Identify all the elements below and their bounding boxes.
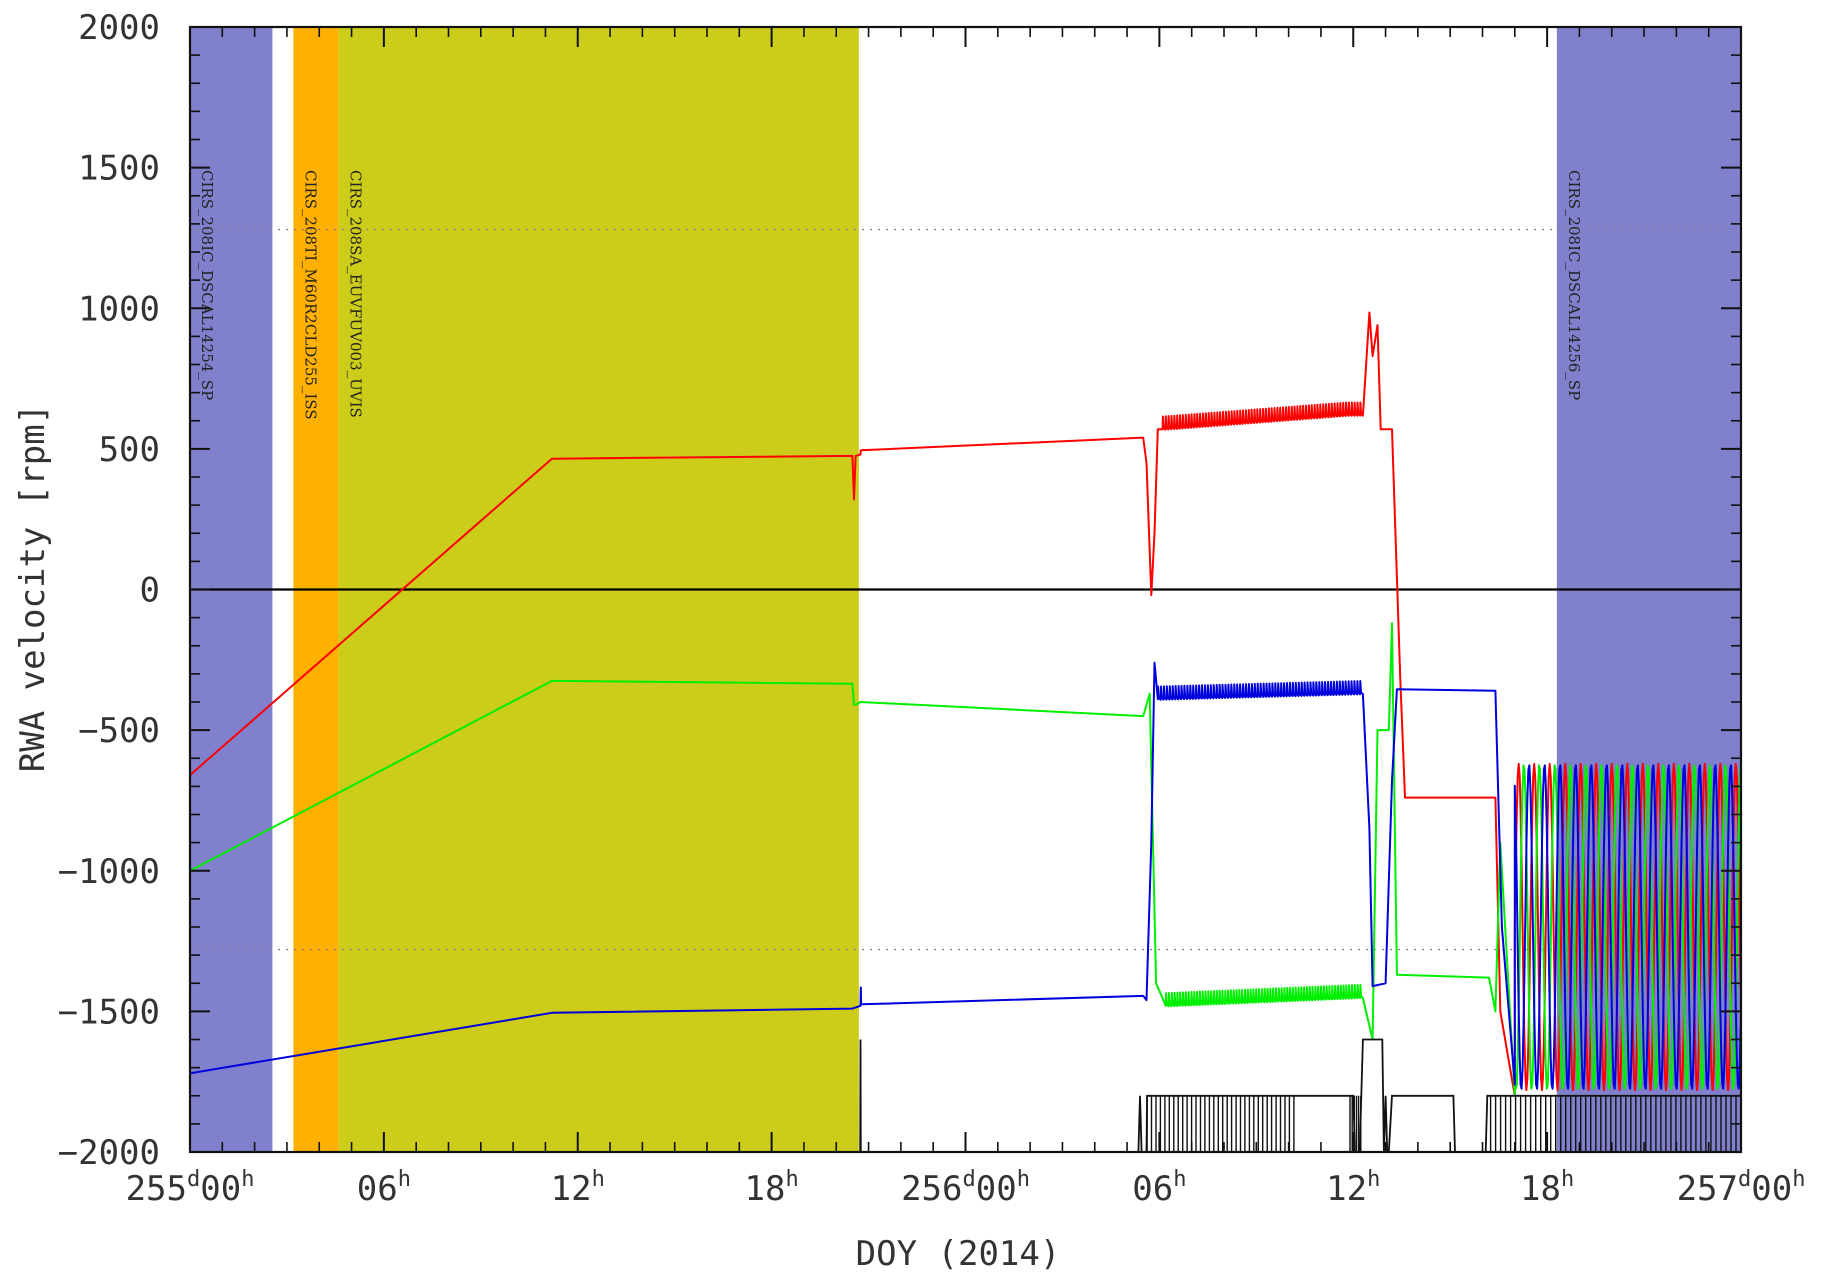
x-tick-label-7: 12h	[1326, 1167, 1380, 1209]
y-tick-label-6: −500	[78, 711, 160, 751]
black-trace-spikes-1	[1146, 1095, 1295, 1152]
band-label-1: CIRS_208IC_DSCAL14254_SP	[198, 170, 216, 400]
y-tick-label-4: 500	[99, 430, 160, 470]
x-tick-label-4: 18h	[745, 1167, 799, 1209]
y-tick-label-8: −1500	[58, 992, 160, 1032]
y-axis-title: RWA velocity [rpm]	[13, 404, 53, 772]
band-label-4: CIRS_208IC_DSCAL14256_SP	[1565, 170, 1583, 400]
x-tick-label-6: 06h	[1132, 1167, 1186, 1209]
black-trace-spikes-3	[1489, 1095, 1737, 1152]
y-tick-label-3: 1000	[78, 289, 160, 329]
band-labels: CIRS_208IC_DSCAL14254_SP CIRS_208TI_M60R2…	[198, 170, 1583, 420]
x-tick-label-5: 256d00h	[901, 1167, 1030, 1209]
y-tick-label-1: 2000	[78, 8, 160, 48]
x-tick-label-3: 12h	[551, 1167, 605, 1209]
y-tick-label-5: 0	[140, 571, 160, 611]
x-axis-title: DOY (2014)	[856, 1234, 1061, 1274]
band-label-2: CIRS_208TI_M60R2CLD255_ISS	[301, 170, 319, 420]
x-tick-label-2: 06h	[357, 1167, 411, 1209]
series-line-3	[189, 661, 1742, 1090]
black-trace-spikes-2	[1349, 1095, 1362, 1152]
x-tick-label-9: 257d00h	[1677, 1167, 1806, 1209]
band-label-3: CIRS_208SA_EUVFUV003_UVIS	[347, 170, 365, 418]
axis-ticks: 2000 1500 1000 500 0 −500 −1000 −1500 −2000255d0…	[58, 8, 1806, 1209]
series-line-1	[189, 311, 1742, 1097]
y-tick-label-9: −2000	[58, 1133, 160, 1173]
y-tick-label-7: −1000	[58, 852, 160, 892]
y-tick-label-2: 1500	[78, 149, 160, 189]
x-tick-label-1: 255d00h	[126, 1167, 255, 1209]
series-line-2	[189, 622, 1742, 1097]
x-tick-label-8: 18h	[1520, 1167, 1574, 1209]
